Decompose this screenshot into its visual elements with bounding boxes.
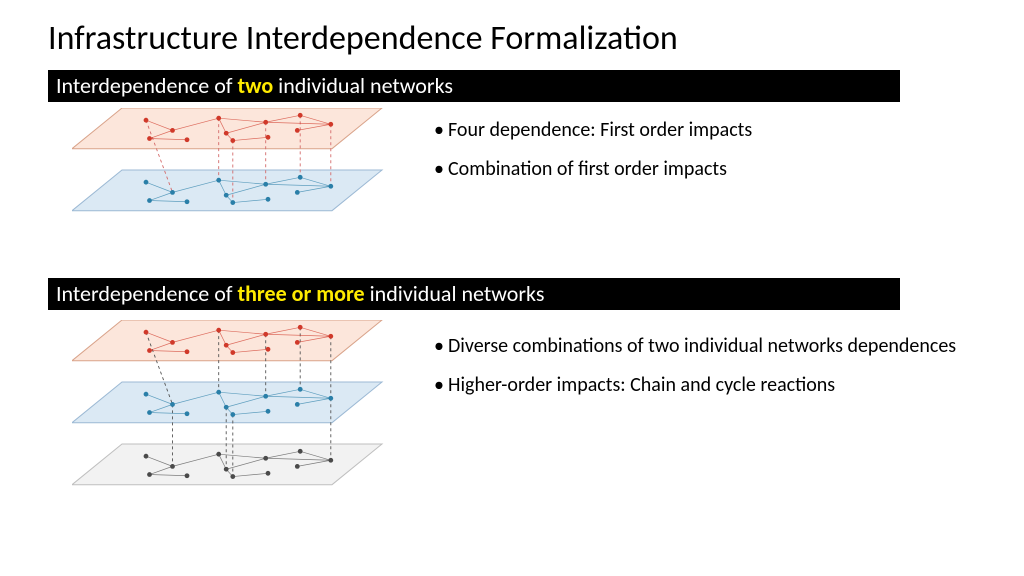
bullet-list: •Four dependence: First order impacts •Co… [430, 118, 990, 196]
section-header: Interdependence of three or more individ… [48, 278, 900, 310]
bullet-item: •Four dependence: First order impacts [430, 118, 990, 143]
network-layers-diagram [72, 108, 392, 258]
bullet-list: •Diverse combinations of two individual … [430, 334, 990, 412]
bullet-item: •Higher-order impacts: Chain and cycle r… [430, 373, 990, 398]
network-layers-diagram [72, 320, 392, 540]
bullet-item: •Diverse combinations of two individual … [430, 334, 990, 359]
bullet-item: •Combination of first order impacts [430, 157, 990, 182]
page-title: Infrastructure Interdependence Formaliza… [48, 18, 678, 59]
section-header: Interdependence of two individual networ… [48, 70, 900, 102]
